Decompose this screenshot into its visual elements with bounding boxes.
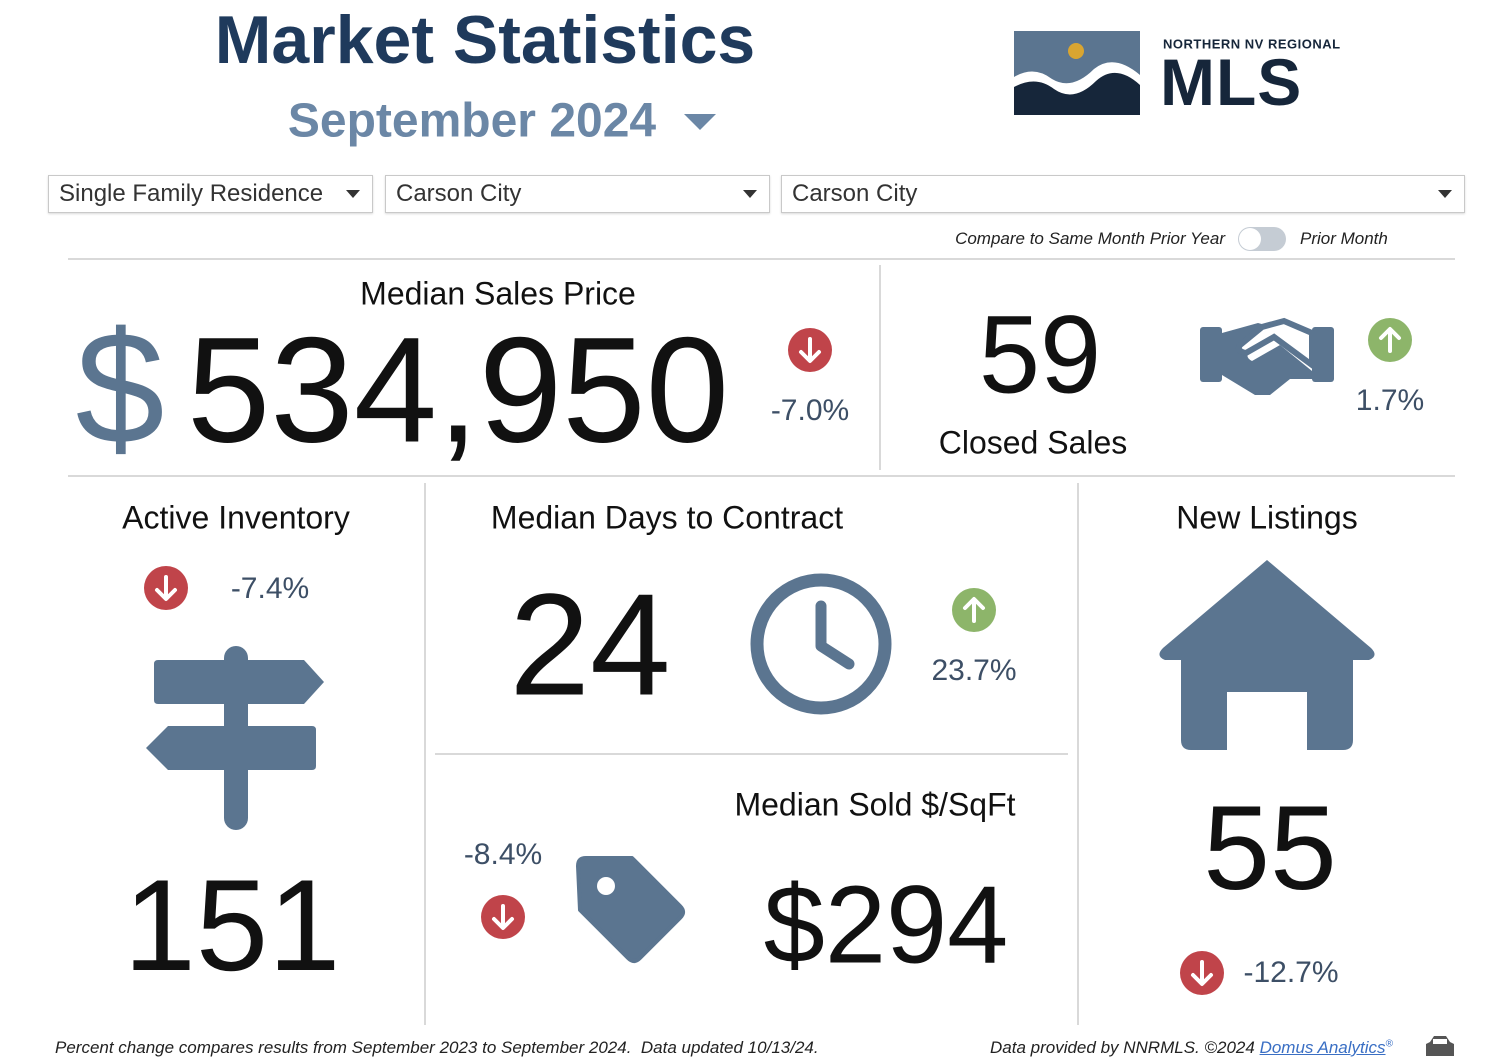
signpost-icon	[146, 646, 324, 830]
metric-label: Median Sold $/SqFt	[734, 786, 1016, 823]
metric-label: Median Days to Contract	[490, 499, 844, 536]
arrow-icon	[1368, 318, 1412, 362]
dropdown-caret	[1438, 190, 1452, 198]
metric-label: Active Inventory	[122, 499, 350, 536]
metric-value: $294	[763, 863, 1009, 987]
divider	[435, 753, 1068, 755]
metric-value: 534,950	[186, 305, 730, 474]
handshake-icon	[1200, 317, 1334, 395]
toggle-right-label: Prior Month	[1300, 229, 1388, 248]
tag-icon	[576, 856, 685, 963]
credit-link[interactable]: Domus Analytics	[1259, 1038, 1386, 1057]
arrow-glyph	[492, 904, 514, 930]
compare-toggle[interactable]	[1237, 226, 1287, 252]
arrow-icon	[1180, 951, 1224, 995]
arrow-glyph	[799, 337, 821, 363]
title: Market Statistics	[214, 2, 756, 78]
metric-change: -7.0%	[770, 394, 850, 427]
metric-change: 23.7%	[931, 654, 1017, 687]
dropdown-caret	[743, 190, 757, 198]
currency-symbol: $	[75, 298, 165, 477]
logo-name: MLS	[1160, 45, 1303, 119]
arrow-glyph	[1379, 327, 1401, 353]
car-icon	[1426, 1036, 1454, 1056]
change-arrow	[1368, 318, 1412, 362]
metric-value: 24	[509, 563, 671, 726]
logo-tagline: NORTHERN NV REGIONAL	[1163, 36, 1341, 52]
area-dropdown[interactable]: Carson City	[385, 175, 770, 213]
arrow-icon	[481, 895, 525, 939]
metric-value: 55	[1203, 781, 1337, 915]
metric-change: -7.4%	[230, 572, 310, 605]
credit-text: Data provided by NNRMLS. ©2024	[990, 1038, 1255, 1057]
divider	[68, 258, 1455, 260]
footer-note: Percent change compares results from Sep…	[55, 1038, 819, 1057]
logo-icon	[1014, 31, 1140, 115]
divider	[68, 475, 1455, 477]
metric-value: 59	[978, 293, 1102, 417]
divider	[879, 265, 881, 470]
metric-label: New Listings	[1176, 499, 1358, 536]
property-type-dropdown[interactable]: Single Family Residence	[48, 175, 373, 213]
metric-change: -8.4%	[463, 838, 543, 871]
arrow-glyph	[963, 597, 985, 623]
house-icon	[1159, 560, 1375, 750]
metric-label: Closed Sales	[938, 424, 1128, 461]
change-arrow	[788, 328, 832, 372]
arrow-icon	[144, 566, 188, 610]
dropdown-value: Carson City	[396, 180, 522, 207]
dropdown-caret	[346, 190, 360, 198]
metric-label: Median Sales Price	[360, 275, 636, 312]
change-arrow	[144, 566, 188, 610]
metric-change: 1.7%	[1355, 384, 1425, 417]
city-dropdown[interactable]: Carson City	[781, 175, 1465, 213]
arrow-icon	[788, 328, 832, 372]
divider	[1077, 483, 1079, 1025]
arrow-icon	[952, 588, 996, 632]
period-caret[interactable]	[684, 114, 716, 132]
change-arrow	[1180, 951, 1224, 995]
arrow-glyph	[1191, 960, 1213, 986]
footer-credit: Data provided by NNRMLS. ©2024 Domus Ana…	[990, 1038, 1393, 1058]
change-arrow	[952, 588, 996, 632]
metric-value: 151	[123, 852, 341, 998]
change-arrow	[481, 895, 525, 939]
registered-mark: ®	[1385, 1038, 1393, 1050]
period[interactable]: September 2024	[287, 94, 657, 148]
arrow-glyph	[155, 575, 177, 601]
dropdown-value: Carson City	[792, 180, 918, 207]
divider	[424, 483, 426, 1025]
metric-change: -12.7%	[1243, 956, 1339, 989]
dropdown-value: Single Family Residence	[59, 180, 324, 207]
toggle-left-label: Compare to Same Month Prior Year	[955, 229, 1225, 248]
clock-icon	[750, 573, 892, 715]
